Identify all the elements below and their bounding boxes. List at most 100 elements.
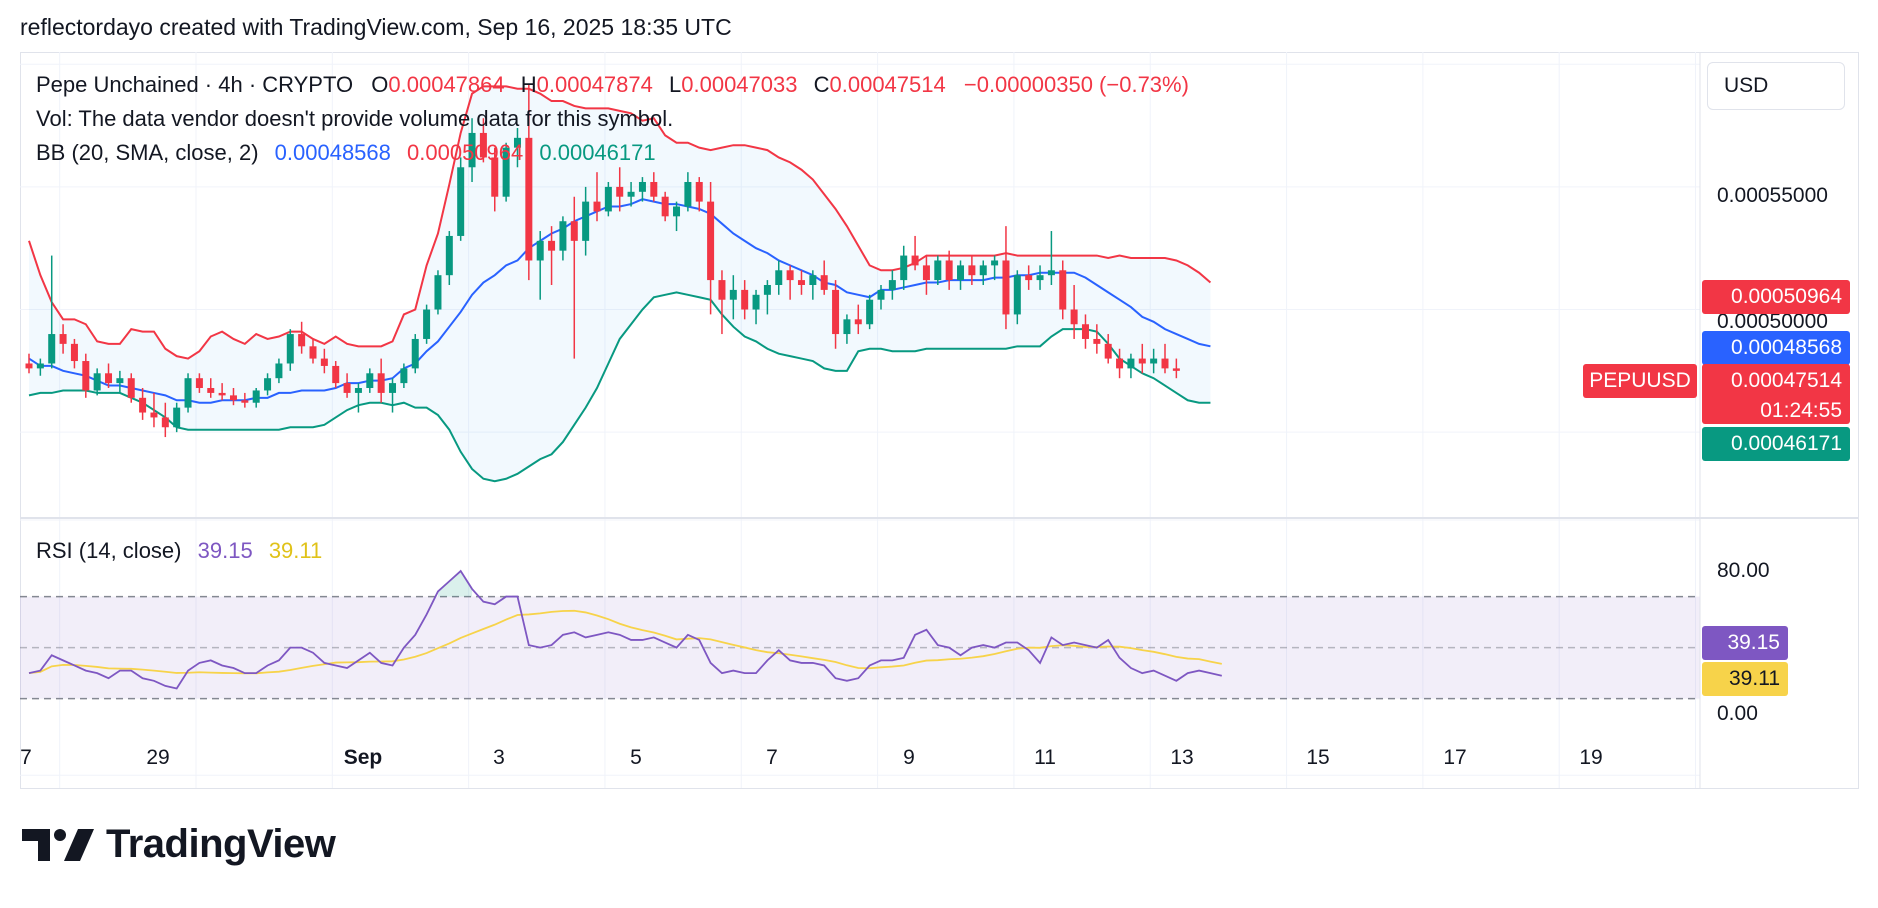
- candle-body: [604, 186, 612, 212]
- candle-body: [991, 260, 999, 266]
- candle: [548, 226, 556, 285]
- rsi-label[interactable]: RSI (14, close): [36, 538, 182, 563]
- candle: [638, 177, 646, 202]
- candle: [900, 245, 908, 290]
- candle: [832, 280, 840, 349]
- candle: [1116, 348, 1124, 379]
- currency-button[interactable]: USD: [1707, 62, 1845, 110]
- candle-body: [25, 363, 33, 369]
- volume-legend: Vol: The data vendor doesn't provide vol…: [36, 106, 677, 132]
- candle: [241, 392, 249, 408]
- candle: [741, 280, 749, 320]
- candle: [150, 392, 158, 428]
- symbol-name[interactable]: Pepe Unchained · 4h · CRYPTO: [36, 72, 354, 97]
- candle-body: [741, 289, 749, 310]
- candle-body: [502, 147, 510, 197]
- candle: [366, 368, 374, 393]
- candles[interactable]: [25, 83, 1180, 438]
- candle: [105, 363, 113, 389]
- candle-body: [1093, 338, 1101, 344]
- candle-body: [1127, 358, 1135, 369]
- close-label: C: [813, 72, 830, 97]
- bb-upper-value: 0.00050964: [407, 140, 524, 165]
- candle-body: [445, 235, 453, 276]
- candle: [173, 402, 181, 433]
- candle-body: [82, 361, 90, 391]
- bb-label[interactable]: BB (20, SMA, close, 2): [36, 140, 259, 165]
- candle: [1150, 348, 1158, 374]
- low-label: L: [669, 72, 682, 97]
- bollinger-bands: [28, 85, 1212, 483]
- candle-body: [207, 388, 215, 393]
- candle-body: [423, 309, 431, 339]
- candle-body: [888, 280, 896, 290]
- candle-body: [479, 132, 487, 158]
- bb-basis-value: 0.00048568: [274, 140, 391, 165]
- candle-body: [877, 289, 885, 300]
- candle: [127, 373, 135, 403]
- candle-body: [1172, 368, 1180, 371]
- candle-body: [707, 201, 715, 281]
- bb-upper-line: [28, 85, 1212, 360]
- candle: [513, 128, 521, 168]
- candle-body: [491, 157, 499, 197]
- candle-body: [1036, 275, 1044, 281]
- candle-body: [105, 373, 113, 384]
- candle-body: [241, 400, 249, 403]
- candle: [1161, 343, 1169, 374]
- candle: [559, 216, 567, 261]
- candle: [775, 260, 783, 295]
- candle: [343, 373, 351, 398]
- candle-body: [173, 407, 181, 428]
- candle-body: [922, 265, 930, 281]
- candle-body: [70, 343, 78, 362]
- candle-body: [400, 368, 408, 384]
- candle: [797, 270, 805, 295]
- candle-body: [411, 338, 419, 369]
- candle: [423, 304, 431, 344]
- rsi-line: [28, 569, 1222, 690]
- candle-body: [684, 181, 692, 207]
- candle: [1047, 231, 1055, 285]
- tradingview-logo[interactable]: TradingView: [22, 822, 336, 867]
- candle-body: [184, 378, 192, 408]
- candle: [593, 172, 601, 222]
- candle: [377, 358, 385, 403]
- candle-body: [820, 275, 828, 290]
- candle-body: [559, 221, 567, 251]
- candle-body: [661, 196, 669, 217]
- candle: [1138, 343, 1146, 374]
- x-axis-label: 7: [20, 746, 32, 769]
- candle: [843, 314, 851, 344]
- candle: [93, 368, 101, 396]
- candle: [627, 181, 635, 207]
- candle: [650, 172, 658, 202]
- candle-body: [536, 240, 544, 261]
- x-axis-label: 3: [493, 746, 505, 769]
- rsi-overbought-fill: [437, 571, 473, 597]
- rsi-ma-tag: 39.11: [1702, 662, 1788, 696]
- x-axis-label: Sep: [343, 746, 383, 769]
- candle-body: [1081, 324, 1089, 339]
- candle: [184, 373, 192, 413]
- x-axis-label: 9: [903, 746, 915, 769]
- high-label: H: [520, 72, 537, 97]
- open-label: O: [371, 72, 389, 97]
- rsi-legend: RSI (14, close) 39.15 39.11: [36, 538, 326, 564]
- candle: [468, 118, 476, 182]
- candle-body: [1013, 275, 1021, 315]
- low-value: 0.00047033: [681, 72, 798, 97]
- candle: [763, 280, 771, 315]
- candle-body: [1161, 358, 1169, 369]
- rsi-tick-label: 0.00: [1717, 702, 1758, 725]
- candle: [866, 294, 874, 330]
- candle-body: [366, 373, 374, 389]
- candle: [264, 373, 272, 396]
- x-axis-label: 17: [1443, 746, 1467, 769]
- candle: [207, 378, 215, 398]
- candle: [707, 181, 715, 315]
- candle: [888, 270, 896, 300]
- candle-body: [309, 346, 317, 359]
- candle-body: [752, 294, 760, 310]
